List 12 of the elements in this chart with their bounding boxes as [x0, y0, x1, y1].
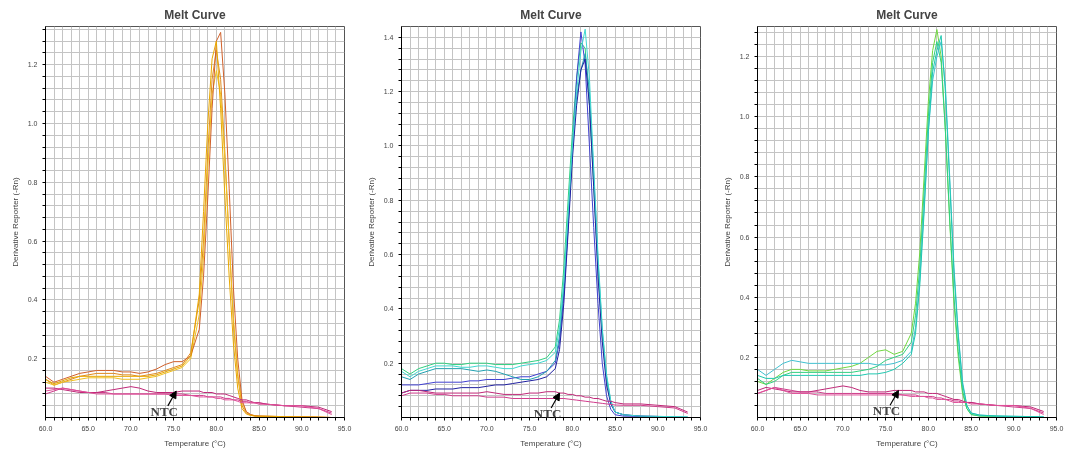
annotation: NTC: [150, 403, 178, 419]
y-axis-title: Derivative Reporter (-Rn): [10, 176, 20, 267]
y-axis-title: Derivative Reporter (-Rn): [366, 176, 376, 267]
chart-title: Melt Curve: [520, 7, 582, 22]
chart-title: Melt Curve: [164, 7, 226, 22]
y-axis-title: Derivative Reporter (-Rn): [722, 176, 732, 267]
x-axis-title: Temperature (°C): [164, 438, 227, 448]
chart-title: Melt Curve: [876, 7, 938, 22]
x-axis-title: Temperature (°C): [520, 438, 583, 448]
annotation: NTC: [872, 403, 901, 419]
x-axis-title: Temperature (°C): [876, 438, 939, 448]
annotation: NTC: [533, 405, 562, 421]
